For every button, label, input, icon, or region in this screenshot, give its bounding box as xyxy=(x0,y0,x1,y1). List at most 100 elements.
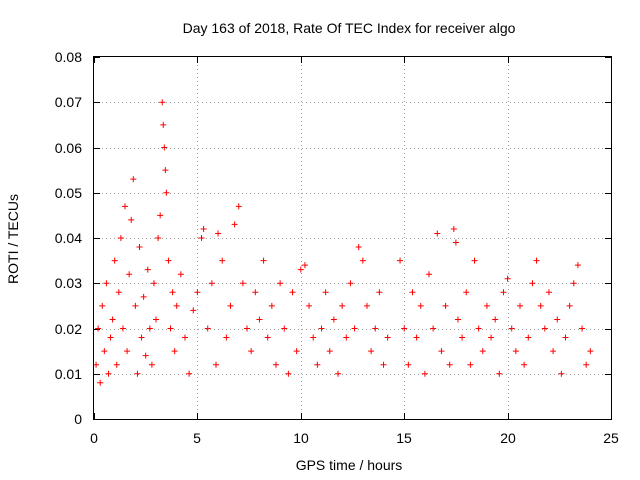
data-point-marker xyxy=(310,334,317,341)
plot-frame xyxy=(93,56,612,420)
data-point-marker xyxy=(347,280,354,287)
data-point-marker xyxy=(163,189,170,196)
data-point-marker xyxy=(169,289,176,296)
data-point-marker xyxy=(204,325,211,332)
data-point-marker xyxy=(126,271,133,278)
data-point-marker xyxy=(442,302,449,309)
data-point-marker xyxy=(351,325,358,332)
data-point-marker xyxy=(103,280,110,287)
data-point-marker xyxy=(314,361,321,368)
data-point-marker xyxy=(475,325,482,332)
data-point-marker xyxy=(434,230,441,237)
data-point-marker xyxy=(512,348,519,355)
data-point-marker xyxy=(111,257,118,264)
data-point-marker xyxy=(132,302,139,309)
data-point-marker xyxy=(421,370,428,377)
data-point-marker xyxy=(562,334,569,341)
data-point-marker xyxy=(144,266,151,273)
data-point-marker xyxy=(157,212,164,219)
y-tick-label: 0.06 xyxy=(55,140,82,156)
y-tick-label: 0.03 xyxy=(55,275,82,291)
data-point-marker xyxy=(150,280,157,287)
data-point-marker xyxy=(483,302,490,309)
data-point-marker xyxy=(463,289,470,296)
y-tick-label: 0.04 xyxy=(55,230,82,246)
data-point-marker xyxy=(124,348,131,355)
data-point-marker xyxy=(343,334,350,341)
data-point-marker xyxy=(574,262,581,269)
data-point-marker xyxy=(122,203,129,210)
data-point-marker xyxy=(95,325,102,332)
data-point-marker xyxy=(293,348,300,355)
data-point-marker xyxy=(165,257,172,264)
data-point-marker xyxy=(140,293,147,300)
data-point-marker xyxy=(227,302,234,309)
data-point-marker xyxy=(322,289,329,296)
data-point-marker xyxy=(177,271,184,278)
data-point-marker xyxy=(281,325,288,332)
y-tick-label: 0.08 xyxy=(55,49,82,65)
data-point-marker xyxy=(426,271,433,278)
x-tick-label: 0 xyxy=(90,430,98,446)
x-tick-label: 15 xyxy=(396,430,412,446)
data-point-marker xyxy=(446,361,453,368)
data-point-marker xyxy=(384,334,391,341)
data-point-marker xyxy=(138,334,145,341)
data-point-marker xyxy=(113,361,120,368)
data-point-marker xyxy=(159,99,166,106)
data-point-marker xyxy=(101,348,108,355)
data-point-marker xyxy=(244,325,251,332)
chart-title: Day 163 of 2018, Rate Of TEC Index for r… xyxy=(183,20,516,36)
x-tick-label: 20 xyxy=(500,430,516,446)
data-point-marker xyxy=(231,221,238,228)
x-tick-label: 5 xyxy=(193,430,201,446)
data-point-marker xyxy=(471,257,478,264)
data-point-marker xyxy=(260,257,267,264)
data-point-marker xyxy=(167,325,174,332)
data-point-marker xyxy=(570,280,577,287)
data-point-marker xyxy=(335,370,342,377)
data-point-marker xyxy=(413,334,420,341)
data-point-marker xyxy=(301,262,308,269)
data-point-marker xyxy=(397,257,404,264)
data-point-marker xyxy=(579,325,586,332)
data-point-marker xyxy=(162,167,169,174)
data-point-marker xyxy=(554,316,561,323)
data-point-marker xyxy=(326,348,333,355)
data-point-marker xyxy=(521,361,528,368)
data-point-marker xyxy=(430,325,437,332)
data-point-marker xyxy=(363,302,370,309)
data-point-marker xyxy=(376,289,383,296)
data-point-marker xyxy=(355,244,362,251)
data-point-marker xyxy=(417,302,424,309)
data-point-marker xyxy=(136,244,143,251)
data-point-marker xyxy=(504,275,511,282)
data-point-marker xyxy=(558,370,565,377)
data-point-marker xyxy=(200,225,207,232)
data-point-marker xyxy=(583,361,590,368)
data-point-marker xyxy=(525,334,532,341)
data-point-marker xyxy=(500,289,507,296)
data-point-marker xyxy=(508,325,515,332)
y-tick-label: 0.01 xyxy=(55,366,82,382)
data-point-marker xyxy=(117,235,124,241)
data-point-marker xyxy=(330,316,337,323)
data-point-marker xyxy=(438,348,445,355)
data-point-marker xyxy=(239,280,246,287)
data-point-marker xyxy=(289,289,296,296)
data-point-marker xyxy=(130,176,137,183)
data-point-marker xyxy=(359,257,366,264)
data-point-marker xyxy=(492,316,499,323)
data-point-marker xyxy=(146,325,153,332)
data-point-marker xyxy=(372,325,379,332)
y-tick-label: 0 xyxy=(74,411,82,427)
data-point-marker xyxy=(93,361,100,368)
data-point-marker xyxy=(285,370,292,377)
data-points xyxy=(93,99,594,386)
data-point-marker xyxy=(496,370,503,377)
data-point-marker xyxy=(488,334,495,341)
data-point-marker xyxy=(587,348,594,355)
data-point-marker xyxy=(368,348,375,355)
data-point-marker xyxy=(173,302,180,309)
data-point-marker xyxy=(248,348,255,355)
